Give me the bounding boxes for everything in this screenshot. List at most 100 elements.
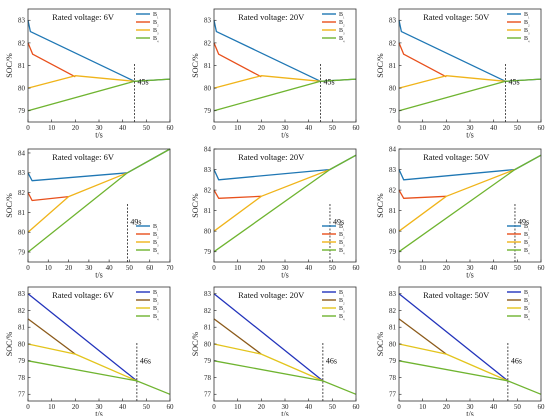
- y-tick-label: 83: [389, 290, 397, 298]
- y-tick-label: 80: [389, 228, 397, 236]
- x-tick-label: 50: [329, 124, 337, 132]
- legend-label-2: B₂: [339, 20, 345, 27]
- x-tick-label: 20: [65, 264, 73, 272]
- series-line-2: [213, 42, 262, 78]
- legend-label-1: B₁: [339, 224, 345, 231]
- x-tick-label: 60: [167, 403, 175, 411]
- y-tick-label: 82: [18, 307, 26, 315]
- x-tick-label: 10: [419, 403, 427, 411]
- axes-frame: [27, 286, 171, 402]
- y-axis-label: SOC/%: [5, 193, 14, 218]
- panel-title: Rated voltage: 50V: [423, 152, 490, 162]
- y-axis-label: SOC/%: [5, 331, 14, 356]
- y-tick-label: 80: [204, 340, 212, 348]
- y-tick-label: 82: [389, 307, 397, 315]
- y-tick-label: 79: [204, 107, 212, 115]
- x-tick-label: 0: [212, 264, 216, 272]
- y-tick-label: 82: [204, 39, 212, 47]
- legend-label-2: B₂: [524, 298, 530, 305]
- series-line-3: [27, 343, 138, 382]
- y-tick-label: 80: [18, 229, 26, 237]
- legend-label-4: B₄: [339, 248, 345, 255]
- annotation-label: 45s: [324, 78, 335, 87]
- chart-panel-7: 46s 0 10 20 30 40 50 60 77 78 79 80 81 82 83 t/s SOC/% Ra…: [5, 286, 175, 416]
- legend-label-1: B₁: [524, 12, 530, 19]
- y-tick-label: 81: [18, 62, 26, 70]
- legend-label-3: B₃: [339, 28, 345, 35]
- legend-label-4: B₄: [153, 314, 159, 321]
- y-tick-label: 79: [18, 357, 26, 365]
- legend-label-2: B₂: [153, 20, 159, 27]
- x-tick-label: 50: [126, 264, 134, 272]
- x-axis-label: t/s: [466, 410, 474, 416]
- x-tick-label: 20: [443, 403, 451, 411]
- series-line-4: [27, 360, 171, 395]
- axes-frame: [398, 286, 542, 402]
- y-tick-label: 83: [389, 17, 397, 25]
- x-tick-label: 10: [48, 124, 56, 132]
- legend-label-4: B₄: [339, 36, 345, 43]
- x-axis-label: t/s: [281, 410, 289, 416]
- x-axis-label: t/s: [95, 131, 103, 140]
- x-tick-label: 30: [467, 403, 475, 411]
- x-tick-label: 60: [538, 403, 546, 411]
- x-tick-label: 20: [443, 124, 451, 132]
- x-tick-label: 0: [212, 403, 216, 411]
- x-tick-label: 30: [282, 264, 290, 272]
- legend-label-4: B₄: [339, 314, 345, 321]
- series-line-3: [398, 75, 506, 89]
- panel-title: Rated voltage: 50V: [423, 12, 490, 22]
- x-tick-label: 30: [282, 124, 290, 132]
- y-tick-label: 82: [389, 186, 397, 194]
- legend-label-4: B₄: [153, 36, 159, 43]
- legend-label-4: B₄: [524, 36, 530, 43]
- y-tick-label: 80: [204, 85, 212, 93]
- legend-label-2: B₂: [153, 298, 159, 305]
- y-tick-label: 81: [389, 207, 397, 215]
- x-tick-label: 20: [258, 124, 266, 132]
- legend-label-1: B₁: [524, 290, 530, 297]
- x-axis-label: t/s: [95, 271, 103, 280]
- series-line-3: [27, 75, 135, 89]
- y-tick-label: 80: [18, 85, 26, 93]
- x-tick-label: 60: [538, 124, 546, 132]
- chart-panel-4: 49s 0 10 20 30 40 50 60 70 79 80 81 82 83 84 t/s SOC/% Ra…: [5, 148, 174, 280]
- series-line-2: [398, 189, 447, 199]
- legend-label-4: B₄: [524, 248, 530, 255]
- chart-panel-2: 45s 0 10 20 30 40 50 60 79 80 81 82 83 t/s SOC/% Rated …: [191, 8, 360, 140]
- y-tick-label: 82: [389, 39, 397, 47]
- y-axis-label: SOC/%: [376, 331, 385, 356]
- series-line-2: [27, 192, 69, 202]
- y-tick-label: 81: [18, 209, 26, 217]
- y-tick-label: 83: [204, 290, 212, 298]
- x-tick-label: 40: [305, 264, 313, 272]
- x-tick-label: 0: [397, 403, 401, 411]
- y-tick-label: 79: [18, 107, 26, 115]
- y-tick-label: 80: [389, 340, 397, 348]
- series-line-4: [213, 154, 357, 253]
- x-tick-label: 30: [96, 124, 104, 132]
- series-line-4: [213, 360, 357, 395]
- y-tick-label: 78: [204, 374, 212, 382]
- chart-panel-3: 45s 0 10 20 30 40 50 60 79 80 81 82 83 t/s SOC/% Rated …: [376, 8, 546, 140]
- x-tick-label: 60: [538, 264, 546, 272]
- y-tick-label: 84: [389, 145, 397, 153]
- legend-label-3: B₃: [153, 28, 159, 35]
- y-tick-label: 83: [204, 166, 212, 174]
- x-tick-label: 10: [419, 264, 427, 272]
- axes-frame: [213, 148, 357, 263]
- y-tick-label: 83: [204, 17, 212, 25]
- legend-label-2: B₂: [339, 232, 345, 239]
- legend-label-2: B₂: [339, 298, 345, 305]
- series-line-3: [213, 343, 324, 382]
- x-tick-label: 0: [397, 264, 401, 272]
- y-tick-label: 79: [389, 107, 397, 115]
- x-tick-label: 30: [282, 403, 290, 411]
- panel-title: Rated voltage: 50V: [423, 290, 490, 300]
- x-tick-label: 60: [353, 264, 361, 272]
- x-tick-label: 50: [514, 264, 522, 272]
- x-tick-label: 0: [26, 124, 30, 132]
- legend-label-2: B₂: [524, 20, 530, 27]
- series-line-1: [213, 293, 324, 382]
